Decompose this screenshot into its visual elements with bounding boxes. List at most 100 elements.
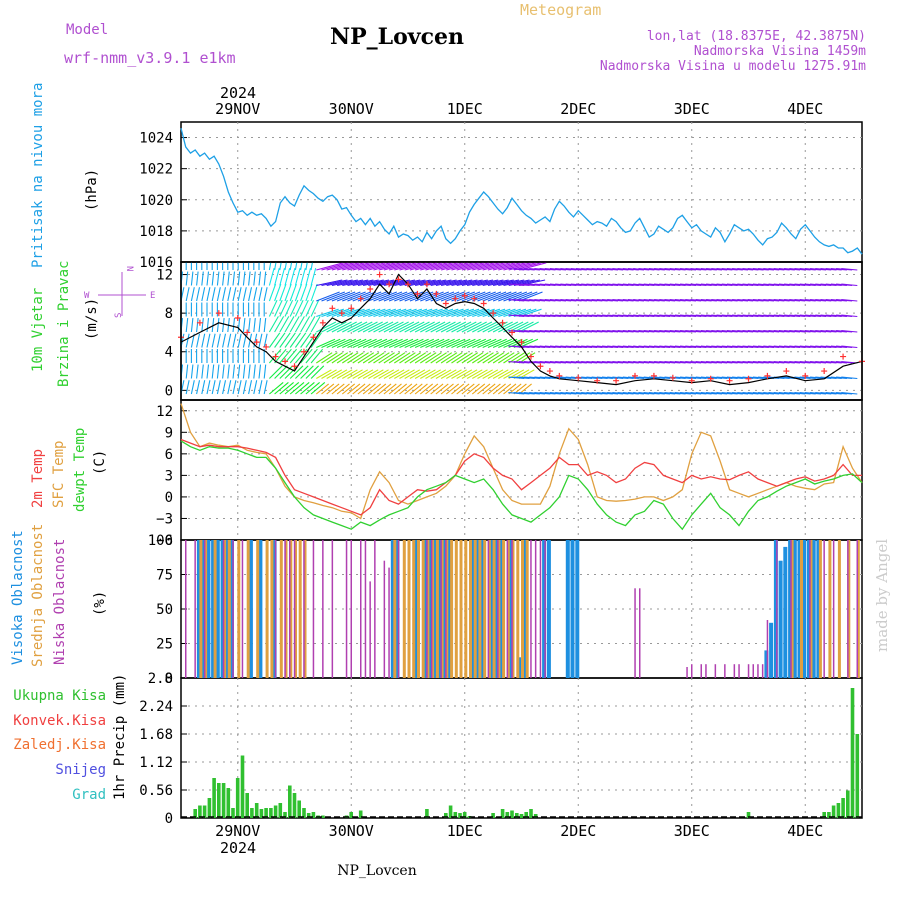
- precip-bar: [269, 808, 273, 818]
- cloud-bar-0: [546, 540, 551, 678]
- wind-arrow: [232, 364, 236, 379]
- wind-arrow: [258, 364, 262, 379]
- wind-arrow: [482, 338, 502, 349]
- cloud-bar-1: [298, 540, 302, 678]
- wind-arrow: [503, 383, 517, 395]
- panel-1-ytick-label: 8: [165, 306, 173, 322]
- xtick-top-label: 1DEC: [447, 100, 483, 118]
- wind-speed-line: [180, 273, 863, 386]
- cloud-bar-0: [206, 540, 211, 678]
- cloud-bar-1: [459, 540, 463, 678]
- wind-gust-marker: [291, 363, 298, 370]
- wind-arrow: [342, 291, 366, 302]
- cloud-bar-0: [258, 540, 263, 678]
- wind-arrow: [841, 330, 858, 333]
- wind-gust-marker: [650, 372, 657, 379]
- cloud-bar-1: [790, 540, 794, 678]
- wind-gust-marker: [348, 305, 355, 312]
- precip-bar: [349, 812, 353, 818]
- temp-2m-line: [180, 438, 862, 516]
- wind-arrow: [326, 321, 347, 333]
- compass-w: W: [84, 291, 90, 301]
- wind-arrow: [248, 287, 253, 302]
- wind-arrow: [466, 321, 487, 333]
- wind-arrow: [477, 338, 497, 349]
- panel-3-ytick-label: 25: [156, 637, 173, 653]
- wind-arrow: [274, 381, 289, 395]
- cloud-bar-2: [700, 664, 702, 678]
- wind-arrow: [310, 283, 318, 302]
- wind-arrow: [446, 262, 474, 271]
- cloud-bar-1: [435, 540, 439, 678]
- cloud-bar-2: [544, 540, 546, 678]
- pressure-ylabel: Pritisak na nivou mora: [30, 83, 46, 268]
- cloud-bar-2: [832, 540, 835, 678]
- wind-arrow: [456, 308, 480, 318]
- wind-arrow: [300, 365, 314, 379]
- wind-gust-marker: [802, 372, 809, 379]
- precip-bar: [836, 803, 841, 818]
- cloud-bar-2: [350, 540, 352, 678]
- precip-bar: [240, 755, 245, 818]
- wind-arrow: [414, 352, 432, 364]
- wind-arrow: [357, 369, 374, 379]
- wind-arrow: [331, 369, 348, 379]
- cloud-bar-1: [303, 540, 307, 678]
- cloud-bar-0: [395, 540, 400, 678]
- wind-arrow: [471, 383, 486, 395]
- wind-arrow: [279, 348, 292, 364]
- wind-arrow: [336, 383, 350, 395]
- wind-gust-marker: [319, 319, 326, 326]
- wind-arrow: [367, 383, 382, 395]
- wind-arrow: [378, 308, 402, 318]
- cloud-bar-2: [364, 540, 367, 678]
- cloud-bar-2: [388, 567, 390, 678]
- cloud-bar-0: [438, 540, 443, 678]
- wind-arrow: [263, 380, 268, 395]
- wind-arrow: [258, 333, 263, 348]
- wind-arrow: [430, 352, 447, 364]
- precip-bar: [841, 798, 845, 818]
- wind-arrow: [383, 383, 397, 395]
- wind-arrow: [373, 262, 401, 271]
- wind-arrow: [274, 267, 280, 286]
- wind-arrow: [222, 364, 225, 379]
- wind-arrow: [435, 352, 453, 364]
- wind-arrow: [388, 369, 405, 379]
- cloud-bar-0: [575, 540, 580, 678]
- wind-arrow: [263, 271, 267, 286]
- wind-arrow: [388, 308, 412, 318]
- wind-arrow: [440, 262, 469, 271]
- wind-arrow: [440, 308, 464, 318]
- wind-arrow: [300, 348, 313, 364]
- wind-gust-marker: [461, 292, 468, 299]
- wind-arrow: [289, 381, 305, 395]
- wind-arrow: [492, 308, 516, 318]
- wind-arrow: [383, 308, 407, 318]
- wind-arrow: [326, 291, 351, 302]
- wind-arrow: [196, 318, 199, 333]
- wind-arrow: [399, 352, 416, 364]
- wind-gust-marker: [499, 319, 506, 326]
- cloud-bar-0: [797, 540, 802, 678]
- wind-arrow: [279, 365, 293, 379]
- cloud-bar-2: [185, 540, 187, 678]
- wind-ylabel-1: 10m Vjetar: [30, 288, 46, 372]
- wind-gust-marker: [594, 377, 601, 384]
- panel-2-ytick-label: 9: [165, 425, 173, 441]
- wind-arrow: [237, 271, 241, 286]
- wind-arrow: [378, 321, 399, 333]
- wind-arrow: [196, 287, 201, 302]
- precip-bar: [202, 805, 207, 818]
- wind-arrow: [222, 287, 227, 302]
- precip-bar: [500, 809, 505, 818]
- precip-bar: [444, 813, 448, 818]
- wind-arrow: [492, 321, 513, 333]
- precip-bar: [855, 734, 860, 818]
- cloud-bar-0: [490, 540, 495, 678]
- wind-gust-marker: [423, 281, 430, 288]
- cloud-bar-1: [828, 540, 832, 678]
- coords: lon,lat (18.8375E, 42.3875N): [647, 29, 866, 44]
- wind-arrow: [440, 338, 461, 349]
